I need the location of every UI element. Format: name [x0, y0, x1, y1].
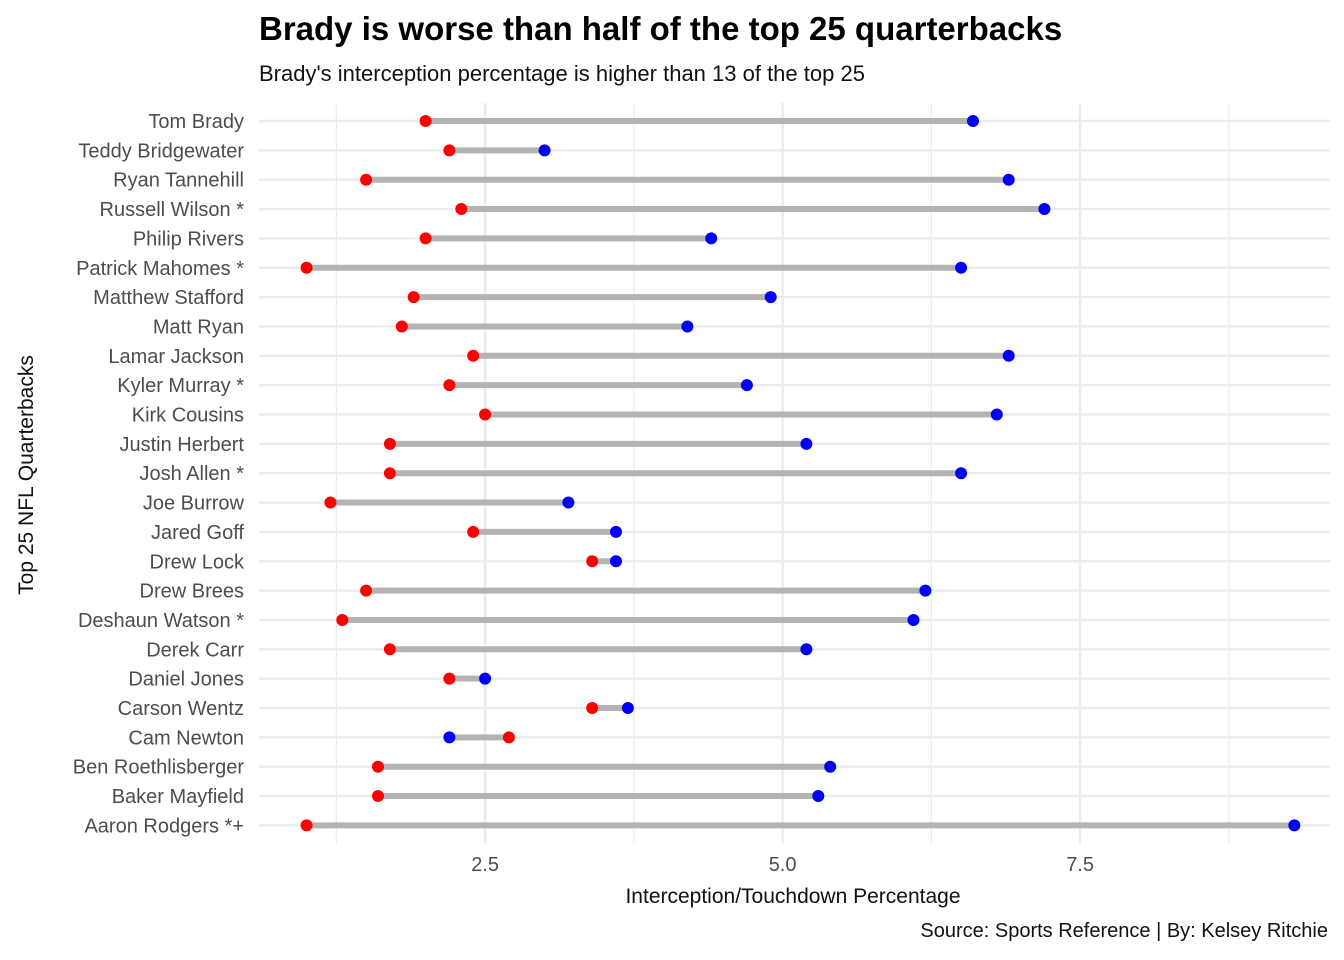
interception-point — [300, 261, 313, 274]
quarterback-label: Daniel Jones — [128, 669, 244, 691]
touchdown-point — [562, 496, 575, 509]
quarterback-label: Russell Wilson * — [100, 199, 245, 221]
quarterback-label: Ryan Tannehill — [113, 170, 244, 192]
touchdown-point — [1002, 173, 1015, 186]
touchdown-point — [1038, 203, 1051, 216]
touchdown-point — [824, 760, 837, 773]
chart-caption: Source: Sports Reference | By: Kelsey Ri… — [920, 920, 1328, 942]
interception-point — [383, 437, 396, 450]
quarterback-label: Cam Newton — [128, 727, 244, 749]
quarterback-label: Drew Lock — [150, 551, 245, 573]
quarterback-label: Matthew Stafford — [93, 287, 244, 309]
touchdown-point — [955, 261, 968, 274]
quarterback-label: Kyler Murray * — [117, 375, 244, 397]
touchdown-point — [610, 525, 622, 538]
chart-subtitle: Brady's interception percentage is highe… — [259, 61, 865, 86]
touchdown-point — [990, 408, 1003, 421]
interception-point — [300, 819, 313, 832]
touchdown-point — [1288, 819, 1301, 832]
quarterback-label: Justin Herbert — [120, 434, 245, 456]
touchdown-point — [740, 379, 753, 392]
touchdown-point — [1002, 349, 1015, 362]
quarterback-label: Matt Ryan — [153, 316, 244, 338]
quarterback-label: Ben Roethlisberger — [73, 757, 245, 779]
x-axis-title: Interception/Touchdown Percentage — [625, 885, 960, 908]
interception-point — [586, 702, 599, 714]
quarterback-label: Lamar Jackson — [108, 346, 244, 368]
x-tick-labels: 2.5 5.0 7.5 — [471, 854, 1094, 876]
quarterback-label: Josh Allen * — [139, 463, 244, 485]
interception-point — [443, 379, 456, 392]
interception-point — [443, 672, 456, 685]
touchdown-point — [479, 672, 492, 685]
touchdown-point — [443, 731, 456, 744]
quarterback-label: Carson Wentz — [118, 698, 244, 720]
interception-point — [324, 496, 337, 509]
touchdown-point — [907, 613, 920, 626]
touchdown-point — [538, 144, 551, 157]
interception-point — [502, 731, 515, 744]
quarterback-label: Teddy Bridgewater — [78, 140, 244, 162]
interception-point — [336, 613, 349, 626]
quarterback-label: Jared Goff — [151, 522, 244, 544]
interception-point — [383, 643, 396, 656]
interception-point — [360, 584, 373, 597]
interception-point — [467, 525, 480, 538]
touchdown-point — [621, 702, 634, 714]
touchdown-point — [610, 555, 622, 568]
touchdown-point — [705, 232, 718, 245]
quarterback-label: Philip Rivers — [133, 228, 244, 250]
interception-point — [419, 115, 432, 127]
quarterback-label: Tom Brady — [148, 111, 244, 133]
interception-point — [479, 408, 492, 421]
x-tick-label: 7.5 — [1066, 854, 1094, 876]
touchdown-point — [812, 790, 825, 803]
chart-title: Brady is worse than half of the top 25 q… — [259, 10, 1063, 47]
segment-layer — [306, 118, 1295, 829]
x-tick-label: 2.5 — [471, 854, 499, 876]
interception-point — [407, 291, 420, 304]
quarterback-label: Baker Mayfield — [112, 786, 244, 808]
touchdown-point — [764, 291, 777, 304]
y-tick-labels: Tom Brady Teddy Bridgewater Ryan Tannehill… — [73, 111, 245, 837]
point-layer — [300, 115, 1301, 832]
touchdown-point — [681, 320, 694, 333]
interception-point — [395, 320, 408, 333]
interception-point — [419, 232, 432, 245]
y-axis-title: Top 25 NFL Quarterbacks — [15, 355, 38, 595]
interception-point — [360, 173, 373, 186]
interception-point — [372, 760, 384, 773]
quarterback-label: Deshaun Watson * — [78, 610, 244, 632]
interception-point — [443, 144, 456, 157]
interception-point — [467, 349, 480, 362]
x-tick-label: 5.0 — [769, 854, 797, 876]
quarterback-label: Derek Carr — [146, 639, 244, 661]
interception-point — [383, 467, 396, 480]
quarterback-label: Patrick Mahomes * — [76, 258, 244, 280]
quarterback-label: Drew Brees — [140, 581, 244, 603]
touchdown-point — [955, 467, 968, 480]
quarterback-label: Kirk Cousins — [132, 405, 244, 427]
interception-point — [455, 203, 468, 216]
touchdown-point — [800, 437, 813, 450]
touchdown-point — [800, 643, 813, 656]
quarterback-label: Aaron Rodgers *+ — [84, 815, 244, 837]
touchdown-point — [967, 115, 979, 127]
quarterback-label: Joe Burrow — [143, 493, 245, 515]
touchdown-point — [919, 584, 932, 597]
interception-point — [372, 790, 384, 803]
interception-point — [586, 555, 599, 568]
